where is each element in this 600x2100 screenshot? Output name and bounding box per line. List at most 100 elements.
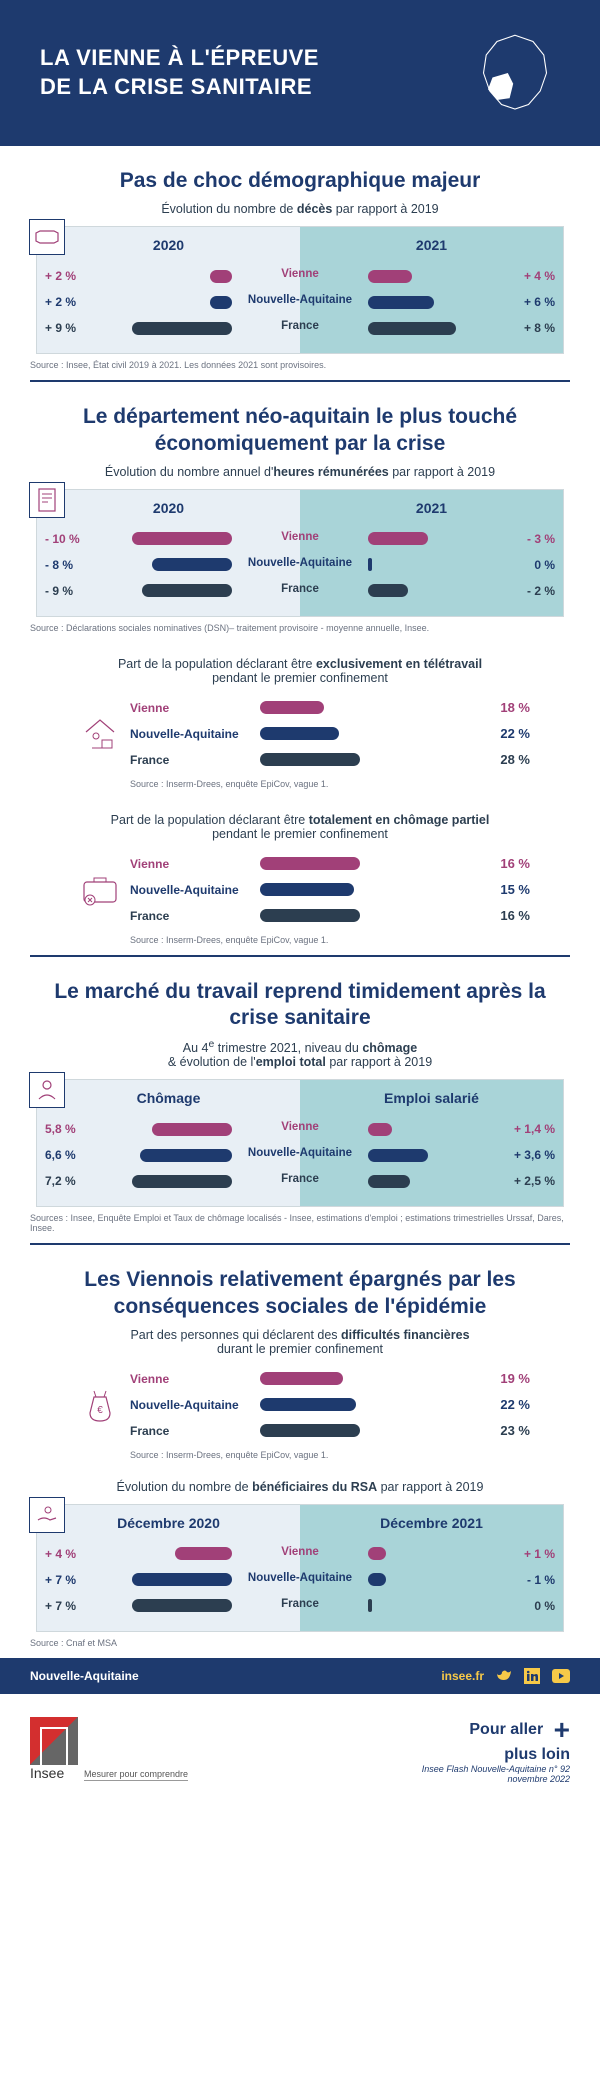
labor-col2: Emploi salarié [308, 1090, 555, 1106]
labor-chart: Chômage 5,8 % 6,6 % 7,2 % Emploi salarié… [36, 1079, 564, 1207]
bar [132, 1175, 232, 1188]
value-label: + 4 % [507, 269, 555, 283]
value-label: + 2 % [45, 269, 93, 283]
chart-row: + 6 % [308, 289, 555, 315]
more-sub1: Insee Flash Nouvelle-Aquitaine n° 92 [422, 1764, 570, 1774]
chart-row: + 2 % [45, 289, 292, 315]
hbar-row: Vienne 19 % [130, 1366, 530, 1392]
bar [132, 1573, 232, 1586]
bar [260, 1372, 343, 1385]
rsa-chart: Décembre 2020 + 4 % + 7 % + 7 % Décembre… [36, 1504, 564, 1632]
bar [368, 1573, 386, 1586]
rsa-subtitle: Évolution du nombre de bénéficiaires du … [30, 1480, 570, 1494]
region-label: Nouvelle-Aquitaine [130, 883, 260, 897]
bar [368, 1175, 410, 1188]
header-line2: DE LA CRISE SANITAIRE [40, 74, 312, 99]
bar [175, 1547, 232, 1560]
footer-right: insee.fr [441, 1668, 570, 1684]
chart-row: - 8 % [45, 552, 292, 578]
insee-tagline: Mesurer pour comprendre [84, 1769, 188, 1781]
more-line2: plus loin [422, 1746, 570, 1764]
header: LA VIENNE À L'ÉPREUVE DE LA CRISE SANITA… [0, 0, 600, 146]
bar [368, 1547, 386, 1560]
labor-source: Sources : Insee, Enquête Emploi et Taux … [30, 1213, 570, 1233]
chart-row: + 7 % [45, 1593, 292, 1619]
value-label: - 1 % [507, 1573, 555, 1587]
bar [142, 584, 232, 597]
section-labor: Le marché du travail reprend timidement … [0, 957, 600, 1244]
chart-row: + 8 % [308, 315, 555, 341]
value-label: + 8 % [507, 321, 555, 335]
hbar-row: Nouvelle-Aquitaine 22 % [130, 721, 530, 747]
hbar-row: Nouvelle-Aquitaine 22 % [130, 1392, 530, 1418]
value-label: - 10 % [45, 532, 93, 546]
hbar-row: Vienne 18 % [130, 695, 530, 721]
bar [368, 1599, 372, 1612]
rsa-col2: Décembre 2021 [308, 1515, 555, 1531]
cp-source: Source : Inserm-Drees, enquête EpiCov, v… [130, 935, 530, 945]
bar [260, 727, 339, 740]
bar [368, 584, 408, 597]
svg-text:€: € [97, 1405, 103, 1416]
value-label: 16 % [480, 856, 530, 871]
section-economy: Le département néo-aquitain le plus touc… [0, 382, 600, 955]
bar [132, 322, 232, 335]
tele-subtitle: Part de la population déclarant être exc… [30, 657, 570, 685]
region-label: Vienne [130, 701, 260, 715]
chart-row: + 2 % [45, 263, 292, 289]
chart-row: - 2 % [308, 578, 555, 604]
value-label: + 1 % [507, 1547, 555, 1561]
more-line1: Pour aller [469, 1721, 543, 1738]
youtube-icon[interactable] [552, 1669, 570, 1683]
value-label: 15 % [480, 882, 530, 897]
bar [210, 296, 232, 309]
chart-row: + 3,6 % [308, 1142, 555, 1168]
france-map-icon [470, 28, 560, 118]
footer-left: Nouvelle-Aquitaine [30, 1669, 139, 1683]
bar [368, 1149, 428, 1162]
fin-subtitle: Part des personnes qui déclarent des dif… [30, 1328, 570, 1356]
bar [368, 322, 456, 335]
briefcase-x-icon [70, 872, 130, 908]
linkedin-icon[interactable] [524, 1668, 540, 1684]
labor-subtitle: Au 4e trimestre 2021, niveau du chômage … [30, 1039, 570, 1069]
bottom: Insee Mesurer pour comprendre Pour aller… [0, 1694, 600, 1814]
value-label: 22 % [480, 1397, 530, 1412]
bar [260, 701, 324, 714]
footer-site[interactable]: insee.fr [441, 1669, 484, 1683]
value-label: - 3 % [507, 532, 555, 546]
s1-subtitle: Évolution du nombre de décès par rapport… [30, 202, 570, 216]
value-label: + 6 % [507, 295, 555, 309]
insee-logo: Insee Mesurer pour comprendre [30, 1717, 188, 1781]
value-label: 22 % [480, 726, 530, 741]
hbar-row: Vienne 16 % [130, 851, 530, 877]
region-label: France [130, 909, 260, 923]
value-label: 28 % [480, 752, 530, 767]
value-label: 23 % [480, 1423, 530, 1438]
s1-chart: 2020 + 2 % + 2 % + 9 % 2021 + 4 % + 6 % … [36, 226, 564, 354]
s2-source: Source : Déclarations sociales nominativ… [30, 623, 570, 633]
bar [260, 909, 360, 922]
region-label: Vienne [130, 1372, 260, 1386]
cp-subtitle: Part de la population déclarant être tot… [30, 813, 570, 841]
chart-row: + 1 % [308, 1541, 555, 1567]
hbar-row: France 23 % [130, 1418, 530, 1444]
bar [368, 1123, 392, 1136]
chart-row: 0 % [308, 1593, 555, 1619]
header-title: LA VIENNE À L'ÉPREUVE DE LA CRISE SANITA… [40, 44, 319, 101]
s2-title: Le département néo-aquitain le plus touc… [30, 404, 570, 457]
cp-chart: Vienne 16 % Nouvelle-Aquitaine 15 % Fran… [70, 851, 530, 945]
region-label: Nouvelle-Aquitaine [130, 1398, 260, 1412]
s1-title: Pas de choc démographique majeur [30, 168, 570, 194]
s1-col2: 2021 [308, 237, 555, 253]
s2-subtitle: Évolution du nombre annuel d'heures rému… [30, 465, 570, 479]
region-label: France [130, 753, 260, 767]
value-label: - 8 % [45, 558, 93, 572]
section-demography: Pas de choc démographique majeur Évoluti… [0, 146, 600, 380]
s2-chart: 2020 - 10 % - 8 % - 9 % 2021 - 3 % 0 % -… [36, 489, 564, 617]
plus-icon: + [554, 1714, 570, 1745]
bar [210, 270, 232, 283]
value-label: + 7 % [45, 1573, 93, 1587]
value-label: + 2,5 % [507, 1174, 555, 1188]
twitter-icon[interactable] [496, 1668, 512, 1684]
